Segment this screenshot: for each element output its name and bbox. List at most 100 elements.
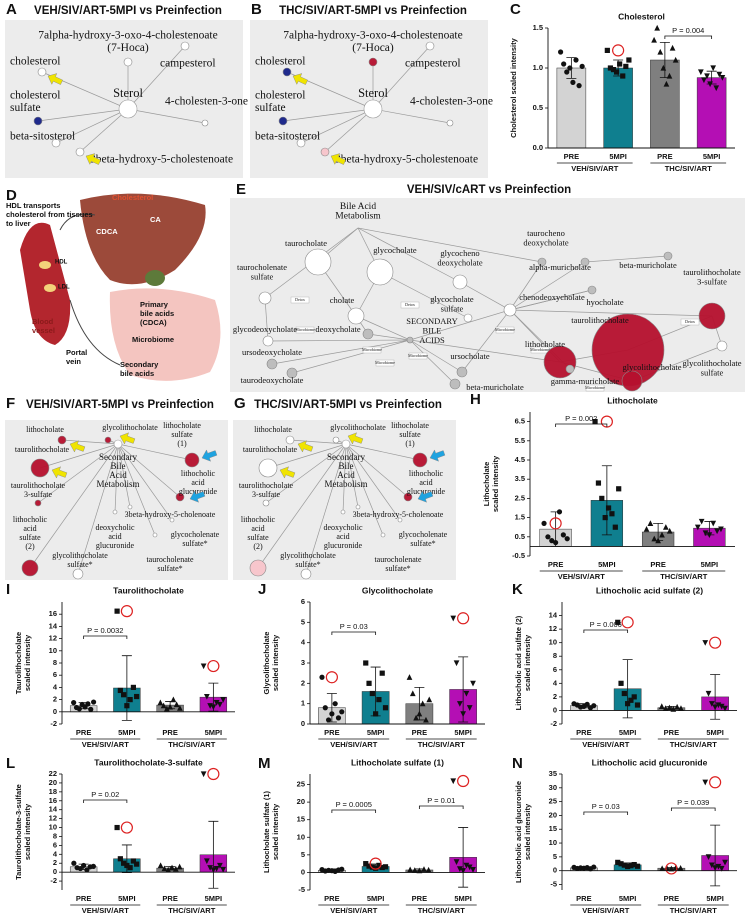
- arrow: [47, 73, 63, 85]
- node-label: taurolithocholate: [571, 315, 629, 325]
- node: [21, 559, 39, 577]
- data-point: [612, 524, 618, 530]
- data-point: [124, 862, 130, 869]
- x-tick-label: PRE: [324, 728, 339, 737]
- data-point: [419, 700, 426, 707]
- node-label: lithocholic: [241, 515, 276, 524]
- edge: [324, 108, 374, 153]
- y-axis-label: Taurolithocholate: [14, 632, 23, 694]
- network-title: THC/SIV/ART-5MPI vs Preinfection: [254, 399, 442, 411]
- group-label: VEH/SIV/ART: [330, 740, 378, 749]
- y-tick-label: 8: [553, 651, 557, 660]
- data-point: [618, 861, 624, 867]
- data-point: [576, 83, 582, 89]
- node-label: glycocholate: [373, 245, 417, 255]
- y-tick-label: -2: [50, 719, 57, 728]
- node-label: 3-sulfate: [24, 490, 52, 499]
- x-tick-label: 5MPI: [205, 894, 223, 903]
- significance-bracket: [555, 423, 608, 427]
- y-tick-label: 6: [301, 597, 305, 606]
- y-tick-label: 10: [49, 823, 57, 832]
- data-point: [541, 520, 547, 526]
- circled-point: [549, 517, 562, 530]
- data-point: [666, 527, 673, 534]
- y-tick-label: 5: [301, 617, 305, 626]
- data-point: [621, 862, 627, 868]
- arrow: [69, 440, 86, 453]
- circled-point: [120, 605, 133, 618]
- data-point: [602, 515, 608, 521]
- data-point: [413, 714, 419, 721]
- node-label: (1): [177, 439, 187, 448]
- circled-point: [325, 671, 338, 684]
- data-point: [570, 79, 576, 85]
- y-tick-label: 4: [53, 682, 58, 691]
- data-point: [672, 56, 679, 63]
- y-tick-label: -5: [298, 885, 305, 894]
- node-label: acid: [108, 532, 121, 541]
- significance-bracket: [331, 631, 377, 635]
- node: [304, 248, 332, 276]
- panel-letter: A: [6, 1, 17, 18]
- data-point: [621, 690, 627, 697]
- edge-label-box: [408, 352, 428, 360]
- x-tick-label: 5MPI: [454, 894, 472, 903]
- panel-letter: N: [512, 755, 523, 772]
- node-label: alpha-muricholate: [529, 262, 591, 272]
- data-point: [631, 694, 637, 700]
- circled-point: [457, 774, 470, 788]
- data-point: [416, 867, 423, 874]
- edge: [264, 297, 269, 342]
- node-label: taurocholenate: [146, 555, 194, 564]
- illustration-text: Blood: [32, 317, 54, 326]
- x-tick-label: 5MPI: [706, 894, 724, 903]
- circled-point: [665, 862, 678, 875]
- y-tick-label: 2.5: [515, 493, 525, 502]
- data-point: [561, 61, 567, 67]
- node-label: sulfate: [701, 367, 724, 377]
- illustration-text: LDL: [58, 285, 70, 291]
- edge-label-box: [680, 318, 700, 326]
- y-axis-label: scaled intensity: [491, 455, 500, 512]
- x-tick-label: PRE: [564, 152, 579, 161]
- node: [258, 458, 278, 478]
- network-title: VEH/SIV/ART-5MPI vs Preinfection: [26, 399, 214, 411]
- edge: [409, 309, 511, 341]
- data-point: [453, 859, 460, 865]
- y-tick-label: 6: [53, 840, 57, 849]
- edge-label: Microbiome: [375, 360, 395, 365]
- node-label: 7alpha-hydroxy-3-oxo-4-cholestenoate: [283, 30, 462, 42]
- node-label: deoxycholate: [315, 324, 361, 334]
- node-label: (7-Hoca): [352, 42, 394, 54]
- data-point: [332, 701, 338, 707]
- intestine: [109, 288, 221, 381]
- data-point: [595, 480, 602, 486]
- p-value: P = 0.0032: [87, 626, 123, 635]
- data-point: [599, 495, 605, 501]
- illustration-text: bile acids: [120, 369, 154, 378]
- node-label: glycolithocholate: [102, 423, 158, 432]
- y-tick-label: 4.5: [515, 455, 525, 464]
- node-label: glycocholate: [430, 294, 474, 304]
- y-tick-label: 10: [549, 638, 557, 647]
- data-point: [450, 778, 457, 785]
- arrow: [189, 490, 206, 503]
- data-point: [319, 674, 325, 680]
- node: [286, 367, 298, 379]
- data-point: [592, 419, 598, 425]
- node-label: campesterol: [405, 58, 461, 70]
- y-axis-label: scaled intensity: [23, 803, 32, 860]
- data-point: [557, 49, 564, 55]
- data-point: [329, 711, 335, 717]
- data-point: [220, 866, 227, 873]
- group-label: THC/SIV/ART: [418, 906, 466, 915]
- node-label: lithocholate: [391, 421, 429, 430]
- node: [503, 303, 517, 317]
- group-label: VEH/SIV/ART: [330, 906, 378, 915]
- data-point: [677, 865, 684, 871]
- node-label: lithocholic: [181, 469, 216, 478]
- edge: [257, 443, 347, 569]
- node: [362, 328, 374, 340]
- arrow: [85, 153, 101, 165]
- node: [262, 499, 270, 507]
